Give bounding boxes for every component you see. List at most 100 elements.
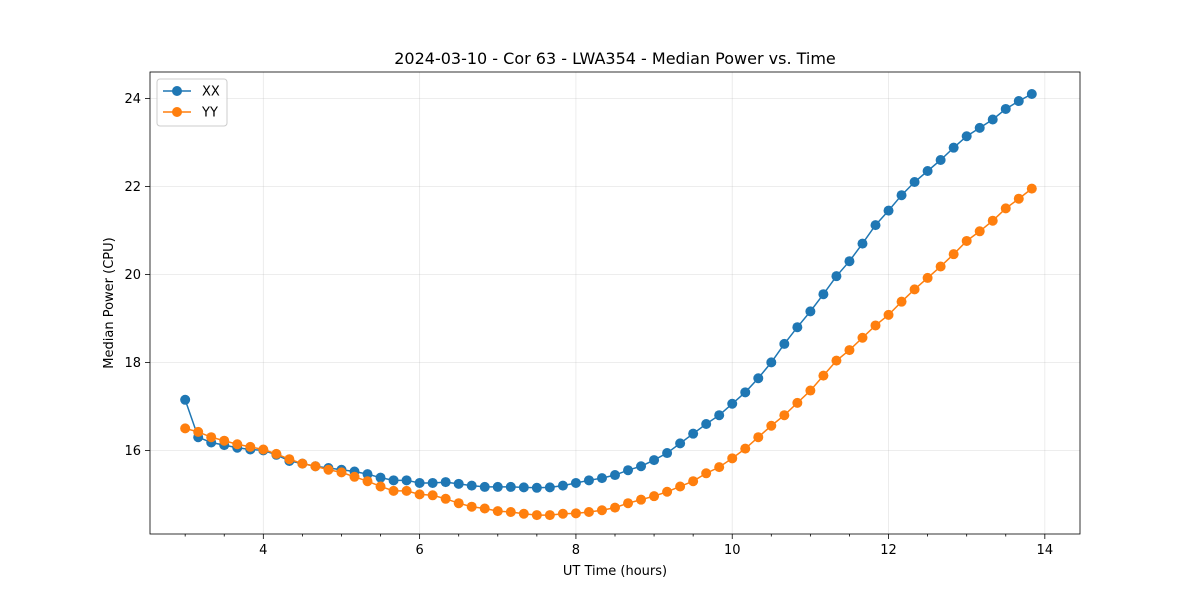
data-point-yy xyxy=(375,481,386,492)
data-point-xx xyxy=(883,205,894,216)
data-point-xx xyxy=(870,220,881,231)
data-point-xx xyxy=(974,122,985,133)
data-point-xx xyxy=(818,289,829,300)
data-point-xx xyxy=(948,142,959,153)
data-point-xx xyxy=(518,482,529,493)
data-point-xx xyxy=(362,469,373,480)
data-point-xx xyxy=(649,455,660,466)
x-tick-label: 12 xyxy=(880,543,897,558)
data-point-yy xyxy=(336,467,347,478)
data-point-xx xyxy=(714,410,725,421)
y-tick-label: 20 xyxy=(124,268,141,283)
data-point-yy xyxy=(909,284,920,295)
legend-marker-yy xyxy=(172,107,182,117)
data-point-yy xyxy=(844,345,855,356)
data-point-yy xyxy=(883,309,894,320)
legend: XX YY xyxy=(156,78,228,127)
x-tick-label: 6 xyxy=(415,543,423,558)
data-point-yy xyxy=(206,432,217,443)
x-axis-label: UT Time (hours) xyxy=(563,564,667,579)
data-point-yy xyxy=(779,410,790,421)
legend-label-xx: XX xyxy=(202,85,220,100)
data-point-yy xyxy=(870,320,881,331)
data-point-xx xyxy=(896,190,907,201)
y-tick-label: 16 xyxy=(124,444,141,459)
axis-ticks: 4 6 8 10 12 14 16 18 20 22 24 xyxy=(124,92,1053,558)
data-point-yy xyxy=(974,226,985,237)
data-point-xx xyxy=(935,155,946,165)
data-point-xx xyxy=(1013,96,1024,107)
data-point-yy xyxy=(740,443,751,454)
data-point-yy xyxy=(453,498,464,509)
data-point-xx xyxy=(453,478,464,489)
data-point-yy xyxy=(492,506,503,517)
data-point-xx xyxy=(844,256,855,267)
data-point-yy xyxy=(284,454,295,465)
data-point-xx xyxy=(688,428,699,439)
data-point-yy xyxy=(805,385,816,396)
data-point-yy xyxy=(688,476,699,487)
y-tick-label: 18 xyxy=(124,356,141,371)
data-point-xx xyxy=(610,470,620,481)
data-point-yy xyxy=(505,507,516,517)
data-point-yy xyxy=(531,510,542,521)
data-point-xx xyxy=(544,482,555,493)
data-point-yy xyxy=(675,481,686,492)
data-point-yy xyxy=(583,507,594,517)
data-point-xx xyxy=(180,394,191,405)
data-point-xx xyxy=(505,481,516,492)
data-point-yy xyxy=(232,439,243,450)
data-point-yy xyxy=(544,510,555,521)
legend-marker-xx xyxy=(172,86,182,96)
data-point-yy xyxy=(701,468,712,479)
data-point-yy xyxy=(466,501,477,512)
data-point-yy xyxy=(896,296,907,307)
data-point-xx xyxy=(987,114,998,125)
plot-series xyxy=(180,89,1037,521)
data-point-xx xyxy=(466,480,477,491)
data-point-yy xyxy=(596,505,607,516)
data-point-yy xyxy=(440,493,451,504)
data-point-xx xyxy=(492,481,503,492)
data-point-xx xyxy=(701,419,712,429)
data-point-yy xyxy=(570,508,581,519)
data-point-xx xyxy=(427,477,438,488)
data-point-xx xyxy=(792,322,803,333)
data-point-yy xyxy=(245,441,256,452)
data-point-yy xyxy=(310,461,321,472)
data-point-xx xyxy=(531,482,542,493)
data-point-xx xyxy=(440,477,451,488)
data-point-yy xyxy=(388,485,399,496)
data-point-yy xyxy=(271,448,282,459)
data-point-yy xyxy=(193,426,204,437)
data-point-yy xyxy=(180,423,191,434)
data-point-yy xyxy=(649,491,660,502)
data-point-yy xyxy=(935,261,946,272)
data-point-xx xyxy=(779,338,790,349)
data-point-yy xyxy=(727,453,738,464)
data-point-xx xyxy=(414,477,425,488)
chart-title: 2024-03-10 - Cor 63 - LWA354 - Median Po… xyxy=(394,49,836,68)
data-point-xx xyxy=(753,373,764,384)
data-point-xx xyxy=(675,438,686,449)
legend-label-yy: YY xyxy=(201,106,218,121)
data-point-yy xyxy=(961,235,972,246)
data-point-xx xyxy=(401,475,412,486)
data-point-xx xyxy=(805,306,816,317)
data-point-xx xyxy=(909,177,920,187)
data-point-xx xyxy=(375,472,386,483)
data-point-yy xyxy=(662,486,673,497)
data-point-yy xyxy=(766,420,777,431)
data-point-xx xyxy=(1000,103,1011,114)
data-point-yy xyxy=(557,508,568,519)
data-point-yy xyxy=(349,471,360,482)
data-point-yy xyxy=(987,215,998,226)
data-point-yy xyxy=(401,485,412,496)
data-point-xx xyxy=(831,271,842,282)
x-tick-label: 14 xyxy=(1037,543,1054,558)
data-point-xx xyxy=(557,480,568,491)
x-tick-label: 8 xyxy=(572,543,580,558)
data-point-yy xyxy=(753,432,764,443)
grid xyxy=(150,72,1080,534)
